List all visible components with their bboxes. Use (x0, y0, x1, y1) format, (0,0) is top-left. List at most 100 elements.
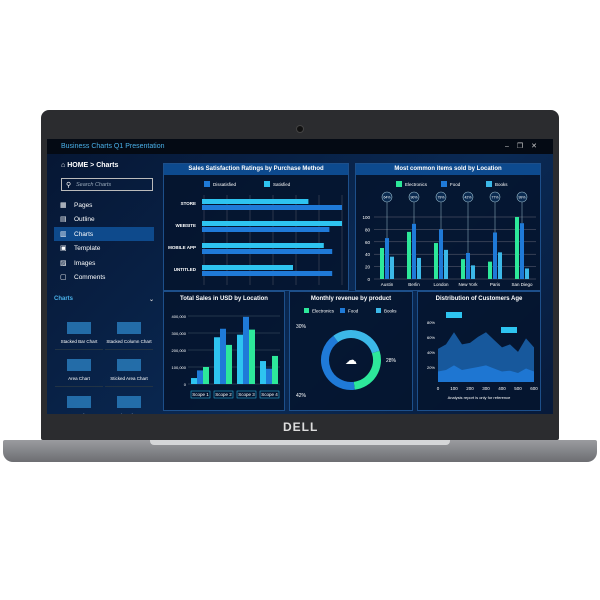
donut-slice-books (333, 330, 380, 354)
category-label: Austin (381, 282, 394, 287)
callout-circle (516, 191, 528, 203)
panel-title: Most common items sold by Location (356, 164, 540, 175)
dell-logo: DELL (283, 420, 319, 434)
sidebar-item-outline[interactable]: ▤ Outline (54, 212, 154, 226)
legend-swatch (340, 308, 345, 313)
close-button[interactable]: ✕ (531, 143, 545, 150)
slice-label: 30% (296, 324, 307, 330)
sidebar-item-pages[interactable]: ▦ Pages (54, 198, 154, 212)
sales-bar (266, 368, 272, 384)
column-food (466, 252, 470, 279)
breadcrumb-current: Charts (96, 162, 119, 169)
sales-bar (272, 355, 278, 384)
column-food (439, 229, 443, 279)
y-tick-label: 60 (365, 240, 371, 245)
y-tick-label: 0 (184, 382, 187, 387)
category-label: UNTITLED (174, 267, 197, 272)
legend-label: Satisfied (273, 182, 291, 187)
sidebar-item-charts[interactable]: ▥ Charts (54, 227, 154, 241)
chart-thumbnail-icon (67, 359, 91, 371)
y-tick-label: 300,000 (172, 331, 187, 336)
x-tick-label: 300 (482, 386, 490, 391)
chart-type-sticked-area-chart[interactable]: Sticked Area Chart (105, 351, 153, 387)
outline-icon: ▤ (60, 216, 67, 223)
category-label: London (433, 282, 449, 287)
sidebar-item-comments[interactable]: ▢ Comments (54, 270, 154, 284)
search-input[interactable]: ⚲ Search Charts (61, 178, 153, 191)
column-food (385, 238, 389, 279)
breadcrumb-home[interactable]: HOME (67, 162, 89, 169)
legend-swatch (486, 181, 492, 187)
chart-thumbnail-icon (67, 322, 91, 334)
sales-bar (197, 370, 203, 384)
y-tick-label: 20% (427, 365, 435, 370)
column-electronics (407, 231, 411, 279)
chart-type-label: Line Chart (119, 413, 140, 414)
sidebar-item-images[interactable]: ▨ Images (54, 256, 154, 270)
nav-label: Template (74, 245, 101, 252)
column-books (444, 249, 448, 279)
column-books (498, 252, 502, 279)
panel-revenue: Monthly revenue by product Electronics Fo… (289, 291, 413, 411)
legend-label: Electronics (312, 309, 335, 314)
bar-dissatisfied (202, 227, 330, 232)
home-icon: ⌂ (61, 162, 68, 169)
column-food (412, 223, 416, 279)
sales-bar (226, 344, 232, 384)
chart-thumbnail-icon (67, 396, 91, 408)
panel-title: Monthly revenue by product (310, 296, 392, 302)
category-label: STORE (181, 201, 196, 206)
legend-swatch (441, 181, 447, 187)
column-food (520, 223, 524, 279)
y-tick-label: 100 (362, 215, 370, 220)
scope-label-box (213, 390, 234, 399)
column-electronics (515, 217, 519, 279)
category-label: Scope 2 (215, 392, 232, 397)
category-label: MOBILE APP (168, 245, 196, 250)
donut-slice-food (321, 335, 355, 390)
sales-bar (220, 328, 226, 384)
chart-type-area-chart[interactable]: Area Chart (55, 351, 103, 387)
legend-label: Food (450, 182, 461, 187)
minimize-button[interactable]: – (504, 143, 517, 150)
scope-label-box (236, 390, 257, 399)
maximize-button[interactable]: ❐ (516, 143, 532, 150)
template-icon: ▣ (60, 245, 67, 252)
legend-swatch (304, 308, 309, 313)
callout-label: 79% (437, 196, 444, 200)
category-label: San Diego (511, 282, 533, 287)
chart-type-donut-chart[interactable]: Donut Chart (55, 388, 103, 414)
chart-type-stacked-column-chart[interactable]: Stacked Column Chart (105, 314, 153, 350)
charts-section-header[interactable]: Charts ⌄ (54, 296, 154, 303)
chart-type-stacked-bar-chart[interactable]: Stacked Bar Chart (55, 314, 103, 350)
comment-icon: ▢ (60, 274, 67, 281)
column-books (471, 265, 475, 279)
chart-thumbnail-icon (117, 359, 141, 371)
category-label: Scope 4 (261, 392, 278, 397)
title-bar: Business Charts Q1 Presentation –❐✕ (47, 139, 553, 154)
window-controls: –❐✕ (505, 142, 545, 150)
area-series (438, 332, 534, 382)
nav-label: Images (74, 260, 96, 267)
charts-section-label: Charts (54, 296, 74, 302)
sales-bar (203, 367, 209, 384)
x-tick-label: 0 (437, 386, 440, 391)
bar-satisfied (202, 265, 293, 270)
laptop-base (3, 440, 597, 462)
chart-type-line-chart[interactable]: Line Chart (105, 388, 153, 414)
sidebar-item-template[interactable]: ▣ Template (54, 241, 154, 255)
chart-type-label: Donut Chart (67, 413, 91, 414)
column-electronics (434, 243, 438, 279)
clipboard-cloud-icon: ☁ (345, 353, 357, 367)
nav-label: Pages (74, 202, 93, 209)
breadcrumb: ⌂ HOME > Charts (61, 162, 118, 169)
panel-age: Distribution of Customers Age 20% 40% 60% 8… (417, 291, 541, 411)
y-tick-label: 0 (367, 277, 370, 282)
sales-chart: 0 100,000 200,000 300,000 400,000 Scope 1 Scop… (172, 314, 280, 399)
y-tick-label: 100,000 (172, 365, 187, 370)
callout-label: 77% (491, 196, 498, 200)
items-chart: Electronics Food Books 0 20 40 60 80 100 64% Austi… (362, 181, 536, 287)
panel-total-sales: Total Sales in USD by Location 0 100,000 2… (163, 291, 285, 411)
column-books (390, 256, 394, 279)
legend-swatch (376, 308, 381, 313)
